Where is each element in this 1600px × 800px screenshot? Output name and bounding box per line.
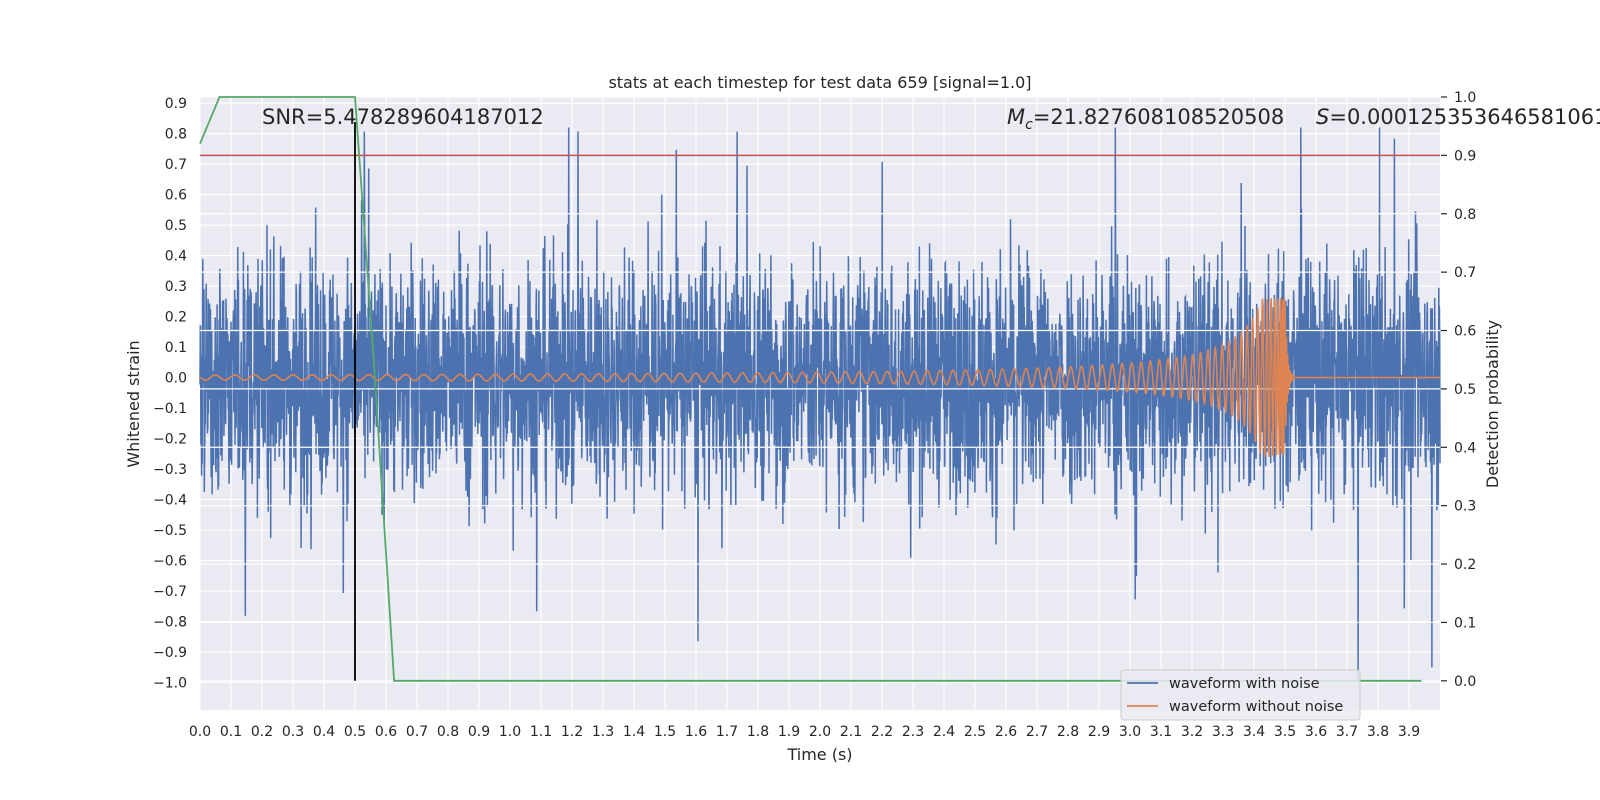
x-axis-label: Time (s) bbox=[786, 745, 852, 764]
y-tick-label: 0.1 bbox=[165, 340, 187, 356]
x-tick-label: 3.3 bbox=[1212, 724, 1234, 740]
chart-title: stats at each timestep for test data 659… bbox=[608, 73, 1031, 92]
snr-annotation: SNR=5.478289604187012 bbox=[262, 105, 544, 129]
y-tick-label: 0.5 bbox=[165, 218, 187, 234]
x-tick-label: 0.9 bbox=[468, 724, 490, 740]
chirp-series bbox=[199, 298, 1440, 457]
probability-line bbox=[199, 96, 1422, 682]
x-tick-label: 3.1 bbox=[1150, 724, 1172, 740]
x-tick-label: 2.5 bbox=[964, 724, 986, 740]
x-tick-label: 1.4 bbox=[623, 724, 645, 740]
x-tick-label: 0.4 bbox=[313, 724, 335, 740]
overlay-lines bbox=[199, 96, 1440, 682]
y-tick-label: −0.4 bbox=[153, 493, 187, 509]
y-tick-label: −0.6 bbox=[153, 554, 187, 570]
y2-tick-label: 0.4 bbox=[1454, 440, 1476, 456]
y-tick-label: 0.4 bbox=[165, 249, 187, 265]
x-tick-label: 0.1 bbox=[220, 724, 242, 740]
noise-line bbox=[199, 127, 1441, 683]
y-tick-label: −0.5 bbox=[153, 523, 187, 539]
s-symbol: S bbox=[1316, 105, 1329, 129]
legend-box bbox=[1120, 669, 1361, 721]
y-tick-label: −0.9 bbox=[153, 645, 187, 661]
x-tick-label: 2.9 bbox=[1088, 724, 1110, 740]
y2-tick-label: 0.3 bbox=[1454, 499, 1476, 515]
x-tick-label: 0.3 bbox=[282, 724, 304, 740]
x-tick-label: 2.2 bbox=[871, 724, 893, 740]
y2-tick-label: 0.0 bbox=[1454, 674, 1476, 690]
y-tick-label: 0.3 bbox=[165, 279, 187, 295]
x-tick-label: 1.7 bbox=[716, 724, 738, 740]
y2-tick-label: 0.8 bbox=[1454, 207, 1476, 223]
y2-tick-label: 1.0 bbox=[1454, 90, 1476, 106]
y2-tick-label: 0.7 bbox=[1454, 265, 1476, 281]
x-tick-label: 0.2 bbox=[251, 724, 273, 740]
axis-ticks: 0.0 0.1 0.2 0.3 0.4 0.5 0.6 0.7 0.8 0.9 1.0 1.1 1.2 1… bbox=[153, 90, 1476, 740]
y-tick-label: 0.8 bbox=[165, 127, 187, 143]
x-tick-label: 3.0 bbox=[1119, 724, 1141, 740]
mc-subscript: c bbox=[1025, 117, 1033, 133]
y-tick-label: −1.0 bbox=[153, 676, 187, 692]
x-tick-label: 1.9 bbox=[778, 724, 800, 740]
mc-annotation: Mc=21.827608108520508 bbox=[1007, 105, 1284, 133]
y2-tick-label: 0.6 bbox=[1454, 324, 1476, 340]
x-tick-label: 2.3 bbox=[902, 724, 924, 740]
x-tick-label: 0.0 bbox=[189, 724, 211, 740]
y2-tick-label: 0.5 bbox=[1454, 382, 1476, 398]
x-tick-label: 2.0 bbox=[809, 724, 831, 740]
x-tick-label: 1.5 bbox=[654, 724, 676, 740]
x-tick-label: 3.9 bbox=[1398, 724, 1420, 740]
legend-label-noise: waveform with noise bbox=[1169, 676, 1320, 692]
x-tick-label: 3.5 bbox=[1274, 724, 1296, 740]
x-tick-label: 3.2 bbox=[1181, 724, 1203, 740]
y-tick-label: −0.8 bbox=[153, 615, 187, 631]
x-tick-label: 3.6 bbox=[1305, 724, 1327, 740]
x-tick-label: 2.4 bbox=[933, 724, 955, 740]
y2-tick-label: 0.1 bbox=[1454, 615, 1476, 631]
mc-symbol: M bbox=[1007, 105, 1025, 129]
x-tick-label: 1.2 bbox=[561, 724, 583, 740]
noise-series bbox=[199, 127, 1441, 683]
x-tick-label: 3.7 bbox=[1336, 724, 1358, 740]
x-tick-label: 1.3 bbox=[592, 724, 614, 740]
y-tick-label: 0.9 bbox=[165, 96, 187, 112]
y-tick-label: 0.7 bbox=[165, 157, 187, 173]
x-tick-label: 1.1 bbox=[530, 724, 552, 740]
chirp-line bbox=[199, 298, 1440, 457]
x-tick-label: 2.7 bbox=[1026, 724, 1048, 740]
s-annotation: S=0.00012535364658106118 bbox=[1316, 105, 1600, 129]
y-axis-label: Whitened strain bbox=[124, 340, 143, 467]
x-tick-label: 3.8 bbox=[1367, 724, 1389, 740]
x-tick-label: 0.6 bbox=[375, 724, 397, 740]
y-tick-label: −0.3 bbox=[153, 462, 187, 478]
y-tick-label: 0.6 bbox=[165, 188, 187, 204]
y-tick-label: −0.2 bbox=[153, 432, 187, 448]
s-value: =0.00012535364658106118 bbox=[1329, 105, 1600, 129]
x-tick-label: 2.8 bbox=[1057, 724, 1079, 740]
y-tick-label: −0.1 bbox=[153, 401, 187, 417]
x-tick-label: 1.6 bbox=[685, 724, 707, 740]
x-tick-label: 0.8 bbox=[437, 724, 459, 740]
legend: waveform with noise waveform without noi… bbox=[1120, 669, 1361, 721]
x-tick-label: 1.0 bbox=[499, 724, 521, 740]
x-tick-label: 0.5 bbox=[344, 724, 366, 740]
y2-tick-label: 0.2 bbox=[1454, 557, 1476, 573]
y-tick-label: −0.7 bbox=[153, 584, 187, 600]
y2-axis-label: Detection probability bbox=[1483, 320, 1502, 488]
x-tick-label: 3.4 bbox=[1243, 724, 1265, 740]
mc-value: =21.827608108520508 bbox=[1033, 105, 1284, 129]
legend-label-clean: waveform without noise bbox=[1169, 699, 1343, 715]
x-tick-label: 2.6 bbox=[995, 724, 1017, 740]
y-tick-label: 0.2 bbox=[165, 310, 187, 326]
x-tick-label: 2.1 bbox=[840, 724, 862, 740]
x-tick-label: 1.8 bbox=[747, 724, 769, 740]
y-tick-label: 0.0 bbox=[165, 371, 187, 387]
y2-tick-label: 0.9 bbox=[1454, 148, 1476, 164]
x-tick-label: 0.7 bbox=[406, 724, 428, 740]
